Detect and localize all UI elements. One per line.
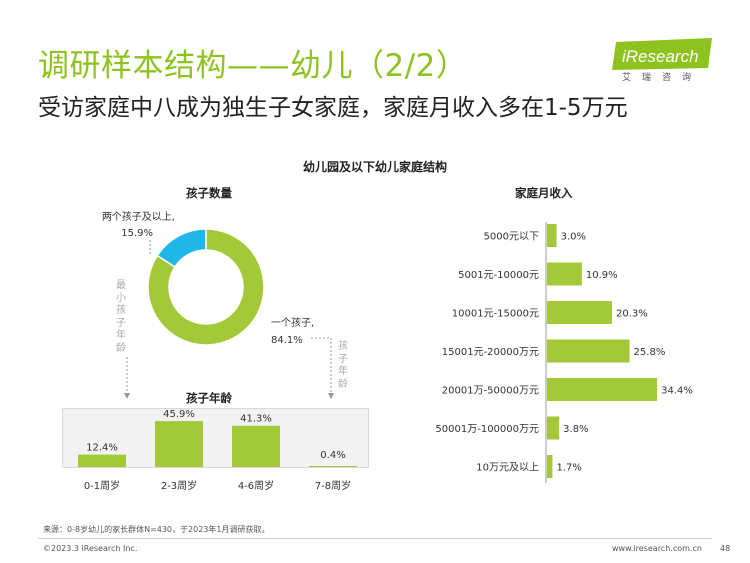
income-bar bbox=[547, 416, 560, 440]
source-note: 来源：0-8岁幼儿的家长群体N=430，于2023年1月调研获取。 bbox=[43, 525, 270, 534]
min-age-arrow bbox=[124, 393, 130, 399]
income-value-label: 34.4% bbox=[661, 386, 693, 397]
age-value-label: 0.4% bbox=[320, 450, 345, 461]
income-value-label: 3.8% bbox=[563, 424, 588, 435]
age-value-label: 45.9% bbox=[163, 409, 195, 420]
income-title: 家庭月收入 bbox=[515, 186, 573, 200]
age-bar bbox=[78, 454, 126, 467]
age-bar bbox=[155, 421, 203, 467]
income-value-label: 1.7% bbox=[556, 463, 581, 474]
income-value-label: 3.0% bbox=[561, 232, 586, 243]
donut-title: 孩子数量 bbox=[186, 186, 232, 200]
slice-value-two-children: 15.9% bbox=[121, 228, 153, 239]
income-value-label: 10.9% bbox=[586, 270, 618, 281]
age-value-label: 41.3% bbox=[240, 414, 272, 425]
slice-label-two-children: 两个孩子及以上, bbox=[101, 212, 175, 223]
figure-title: 幼儿园及以下幼儿家庭结构 bbox=[302, 160, 447, 174]
income-bar bbox=[547, 262, 582, 286]
child-age-annotation: 孩子年龄 bbox=[338, 341, 348, 390]
page-title: 调研样本结构——幼儿（2/2） bbox=[38, 48, 468, 84]
page-subtitle: 受访家庭中八成为独生子女家庭，家庭月收入多在1-5万元 bbox=[38, 95, 628, 121]
income-category-label: 5001元-10000元 bbox=[458, 270, 539, 281]
slice-label-one-child: 一个孩子, bbox=[271, 318, 315, 329]
website-link[interactable]: www.iresearch.com.cn bbox=[612, 544, 702, 553]
income-category-label: 20001万-50000万元 bbox=[442, 386, 539, 397]
age-bar bbox=[232, 425, 280, 467]
page-number: 48 bbox=[720, 544, 731, 553]
income-category-label: 15001元-20000万元 bbox=[442, 347, 539, 358]
income-category-label: 5000元以下 bbox=[484, 232, 539, 243]
income-bar bbox=[547, 339, 630, 363]
income-category-label: 10001元-15000元 bbox=[452, 309, 539, 320]
donut-slice-one-child bbox=[147, 228, 265, 346]
income-bar bbox=[547, 301, 612, 324]
iresearch-logo: iResearch bbox=[612, 38, 712, 70]
logo-text: iResearch bbox=[622, 47, 699, 66]
min-age-annotation: 最小孩子年龄 bbox=[116, 280, 126, 354]
age-bar bbox=[309, 466, 357, 467]
age-category-label: 7-8周岁 bbox=[315, 479, 351, 492]
income-category-label: 10万元及以上 bbox=[476, 462, 539, 474]
age-category-label: 4-6周岁 bbox=[238, 479, 274, 492]
age-category-label: 0-1周岁 bbox=[84, 479, 120, 492]
age-value-label: 12.4% bbox=[86, 443, 118, 454]
child-age-connector bbox=[311, 337, 332, 393]
logo-chinese: 艾瑞咨询 bbox=[622, 73, 703, 83]
income-bar bbox=[547, 224, 557, 247]
income-value-label: 20.3% bbox=[616, 309, 648, 320]
income-category-label: 50001万-100000万元 bbox=[435, 424, 539, 435]
income-bar bbox=[547, 378, 658, 401]
child-age-arrow bbox=[328, 393, 334, 399]
income-value-label: 25.8% bbox=[634, 347, 666, 358]
age-category-label: 2-3周岁 bbox=[161, 479, 197, 492]
footer-divider bbox=[38, 538, 712, 539]
copyright: ©2023.3 iResearch Inc. bbox=[43, 544, 138, 553]
slice-value-one-child: 84.1% bbox=[271, 335, 303, 346]
age-title: 孩子年龄 bbox=[186, 391, 232, 405]
income-bar bbox=[547, 455, 553, 478]
